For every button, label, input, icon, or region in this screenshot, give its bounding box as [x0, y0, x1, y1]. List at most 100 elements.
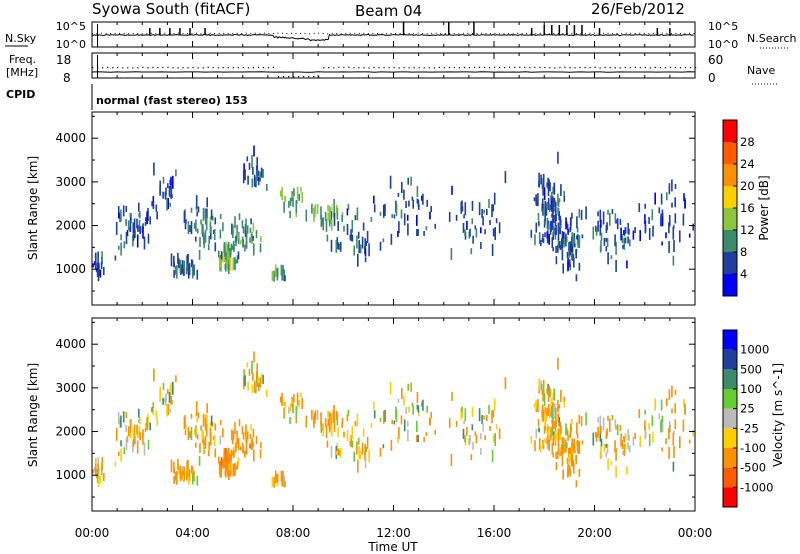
power-echo-cell	[225, 256, 227, 263]
search-noise-dot	[630, 32, 632, 34]
power-echo-cell	[237, 232, 239, 239]
velocity-echo-cell	[259, 449, 262, 459]
power-echo-cell	[324, 211, 327, 221]
power-echo-cell	[249, 227, 252, 233]
power-echo-cell	[188, 264, 191, 276]
velocity-echo-cell	[246, 431, 249, 440]
velocity-echo-cell	[224, 455, 226, 463]
power-echo-cell	[603, 237, 606, 246]
velocity-echo-cell	[238, 419, 241, 427]
velocity-echo-cell	[195, 442, 197, 448]
velocity-echo-cell	[569, 447, 571, 457]
y-tick-label: 1000	[55, 262, 86, 276]
power-echo-cell	[115, 221, 118, 235]
power-echo-cell	[554, 235, 557, 240]
velocity-echo-cell	[183, 417, 186, 429]
velocity-echo-cell	[692, 429, 694, 437]
power-echo-cell	[494, 227, 496, 240]
velocity-echo-cell	[491, 450, 494, 462]
power-echo-cell	[236, 224, 238, 238]
velocity-echo-cell	[251, 384, 254, 394]
velocity-echo-cell	[364, 454, 367, 463]
power-echo-cell	[170, 176, 172, 190]
power-echo-cell	[624, 227, 627, 234]
power-echo-cell	[600, 240, 602, 252]
power-echo-cell	[122, 205, 125, 217]
power-echo-cell	[127, 220, 130, 231]
velocity-echo-cell	[547, 431, 549, 444]
power-echo-cell	[247, 175, 249, 185]
velocity-echo-cell	[125, 438, 128, 450]
power-echo-cell	[125, 218, 127, 226]
velocity-echo-cell	[182, 475, 184, 481]
power-echo-cell	[255, 230, 258, 239]
velocity-echo-cell	[554, 441, 557, 446]
power-echo-cell	[125, 206, 128, 212]
velocity-echo-cell	[201, 430, 203, 441]
search-noise-dot	[114, 32, 116, 34]
search-noise-dot	[404, 33, 406, 35]
power-echo-cell	[547, 225, 549, 238]
freq-dot	[574, 67, 576, 69]
freq-dot	[473, 66, 476, 69]
velocity-echo-cell	[548, 411, 551, 419]
power-echo-cell	[571, 236, 573, 248]
velocity-echo-cell	[538, 378, 540, 391]
power-echo-cell	[351, 234, 354, 242]
power-echo-cell	[684, 199, 686, 208]
velocity-echo-cell	[393, 420, 396, 425]
power-echo-cell	[552, 247, 554, 252]
search-noise-dot	[137, 33, 139, 35]
velocity-echo-cell	[236, 430, 238, 444]
velocity-echo-cell	[181, 466, 184, 475]
power-echo-cell	[674, 213, 677, 224]
velocity-echo-cell	[581, 440, 584, 445]
power-echo-cell	[569, 259, 571, 268]
power-echo-cell	[256, 170, 259, 181]
power-echo-cell	[623, 238, 626, 250]
search-noise-dot	[422, 33, 424, 35]
noise-left-tick-bottom: 10^0	[56, 38, 86, 51]
power-echo-cell	[97, 268, 100, 282]
search-noise-dot	[309, 33, 311, 35]
power-echo-cell	[561, 249, 564, 261]
freq-dot	[338, 66, 340, 68]
velocity-echo-cell	[155, 410, 158, 418]
velocity-echo-cell	[638, 409, 641, 419]
search-noise-dot	[693, 32, 695, 34]
velocity-echo-cell	[665, 438, 667, 445]
velocity-echo-cell	[557, 399, 559, 412]
power-echo-cell	[492, 228, 495, 237]
velocity-echo-cell	[548, 385, 550, 396]
power-echo-cell	[460, 201, 462, 214]
velocity-echo-cell	[603, 443, 606, 452]
velocity-echo-cell	[173, 475, 175, 484]
power-echo-cell	[206, 208, 208, 219]
power-echo-cell	[228, 268, 230, 274]
velocity-echo-cell	[366, 436, 369, 449]
velocity-echo-cell	[184, 429, 187, 436]
power-echo-cell	[250, 233, 253, 238]
velocity-echo-cell	[600, 438, 603, 447]
power-echo-cell	[418, 203, 420, 210]
velocity-echo-cell	[210, 415, 213, 426]
velocity-echo-cell	[252, 428, 255, 438]
velocity-echo-cell	[661, 419, 664, 433]
power-echo-cell	[126, 230, 129, 237]
freq-dot	[408, 67, 410, 69]
freq-dot	[494, 66, 496, 68]
power-echo-cell	[203, 239, 205, 245]
velocity-echo-cell	[614, 440, 616, 453]
power-echo-cell	[546, 231, 548, 239]
velocity-echo-cell	[260, 373, 263, 384]
freq-dot	[604, 66, 606, 68]
power-echo-cell	[634, 227, 636, 233]
velocity-echo-cell	[232, 430, 235, 440]
power-echo-cell	[182, 269, 184, 275]
power-echo-cell	[581, 234, 584, 239]
power-echo-cell	[475, 228, 478, 238]
velocity-echo-cell	[379, 447, 382, 457]
power-cbar-label: Power [dB]	[757, 175, 771, 240]
velocity-echo-cell	[492, 410, 495, 418]
power-echo-cell	[208, 235, 210, 244]
